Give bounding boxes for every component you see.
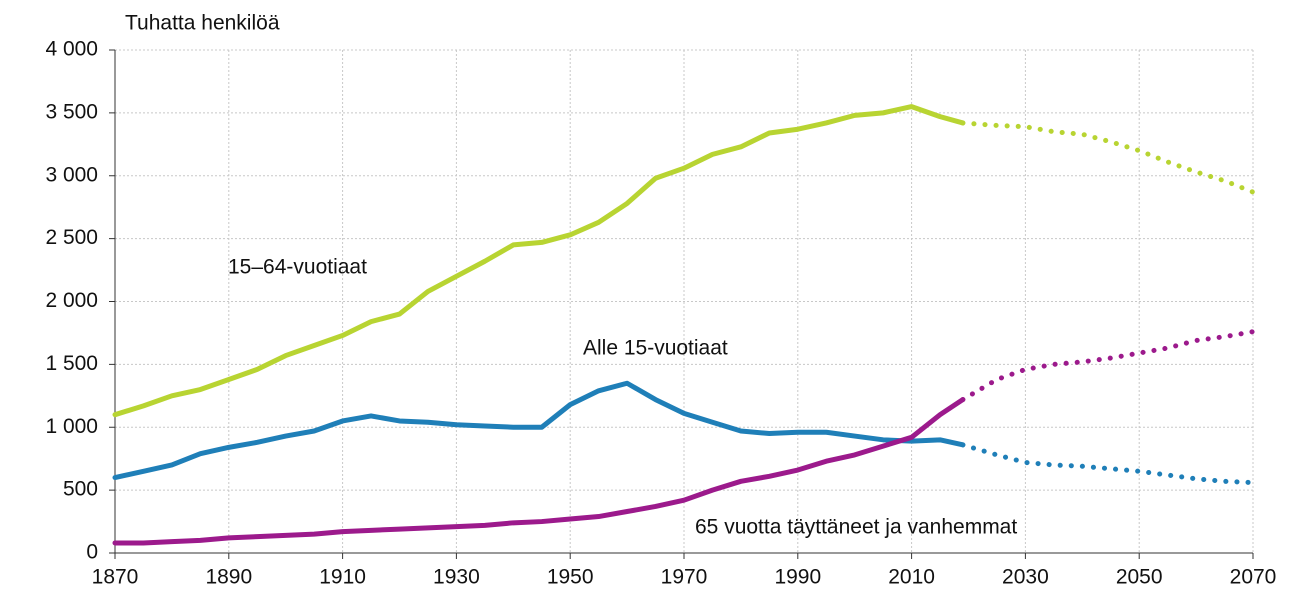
- x-tick-label: 2050: [1116, 566, 1163, 589]
- series-line: [112, 104, 966, 418]
- series-label: 15–64-vuotiaat: [228, 256, 367, 279]
- x-tick-label: 1970: [661, 566, 708, 589]
- projection-line: [960, 442, 1256, 486]
- y-tick-label: 4 000: [45, 38, 98, 61]
- series-line: [112, 380, 966, 481]
- y-tick-label: 2 000: [45, 289, 98, 312]
- y-tick-label: 0: [86, 541, 98, 564]
- axis-title: Tuhatta henkilöä: [125, 12, 280, 35]
- x-tick-label: 2070: [1230, 566, 1277, 589]
- projection-line: [960, 329, 1256, 403]
- y-tick-label: 2 500: [45, 226, 98, 249]
- series-label: 65 vuotta täyttäneet ja vanhemmat: [695, 516, 1017, 539]
- x-tick-label: 1950: [547, 566, 594, 589]
- x-tick-label: 1990: [774, 566, 821, 589]
- series-line: [112, 397, 966, 546]
- x-tick-label: 1930: [433, 566, 480, 589]
- y-tick-label: 500: [63, 478, 98, 501]
- x-tick-label: 1910: [319, 566, 366, 589]
- y-tick-label: 3 500: [45, 100, 98, 123]
- y-tick-label: 1 000: [45, 415, 98, 438]
- x-tick-label: 1870: [92, 566, 139, 589]
- x-tick-label: 2030: [1002, 566, 1049, 589]
- x-tick-label: 2010: [888, 566, 935, 589]
- projection-line: [960, 120, 1256, 195]
- series-label: Alle 15-vuotiaat: [583, 337, 728, 360]
- y-tick-label: 3 000: [45, 163, 98, 186]
- y-tick-label: 1 500: [45, 352, 98, 375]
- x-tick-label: 1890: [205, 566, 252, 589]
